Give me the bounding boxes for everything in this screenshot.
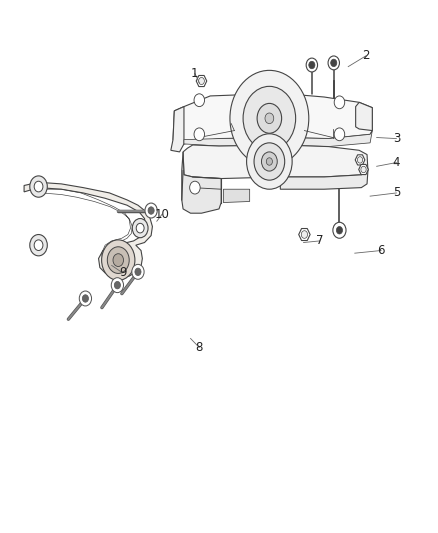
Circle shape: [247, 134, 292, 189]
Circle shape: [334, 96, 345, 109]
Polygon shape: [171, 107, 184, 152]
Circle shape: [265, 113, 274, 124]
Text: 6: 6: [377, 244, 385, 257]
Circle shape: [136, 223, 144, 233]
Polygon shape: [359, 164, 368, 175]
Circle shape: [230, 70, 309, 166]
Circle shape: [145, 203, 157, 218]
Circle shape: [254, 143, 285, 180]
Circle shape: [30, 176, 47, 197]
Circle shape: [30, 235, 47, 256]
Circle shape: [333, 222, 346, 238]
Polygon shape: [355, 155, 365, 165]
Circle shape: [331, 59, 337, 67]
Circle shape: [132, 219, 148, 238]
Polygon shape: [183, 145, 368, 179]
Circle shape: [190, 181, 200, 194]
Polygon shape: [356, 102, 372, 131]
Circle shape: [361, 166, 366, 173]
Text: 2: 2: [362, 50, 370, 62]
Circle shape: [257, 103, 282, 133]
Circle shape: [194, 128, 205, 141]
Text: 9: 9: [119, 266, 127, 279]
Circle shape: [334, 128, 345, 141]
Circle shape: [261, 152, 277, 171]
Circle shape: [82, 295, 88, 302]
Circle shape: [135, 268, 141, 276]
Circle shape: [306, 58, 318, 72]
Circle shape: [114, 281, 120, 289]
Circle shape: [309, 61, 315, 69]
Polygon shape: [299, 229, 310, 240]
Polygon shape: [173, 93, 372, 144]
Polygon shape: [223, 189, 250, 203]
Circle shape: [266, 158, 272, 165]
Circle shape: [132, 264, 144, 279]
Circle shape: [301, 231, 307, 238]
Circle shape: [34, 240, 43, 251]
Polygon shape: [24, 182, 152, 277]
Circle shape: [243, 86, 296, 150]
Text: 1: 1: [191, 67, 199, 80]
Circle shape: [198, 77, 205, 85]
Circle shape: [102, 240, 135, 280]
Circle shape: [79, 291, 92, 306]
Circle shape: [194, 94, 205, 107]
Circle shape: [113, 254, 124, 266]
Circle shape: [148, 207, 154, 214]
Text: 4: 4: [392, 156, 400, 169]
Text: 10: 10: [155, 208, 170, 221]
Circle shape: [34, 181, 43, 192]
Circle shape: [357, 157, 363, 163]
Circle shape: [336, 227, 343, 234]
Circle shape: [328, 56, 339, 70]
Text: 5: 5: [393, 187, 400, 199]
Circle shape: [107, 247, 129, 273]
Polygon shape: [196, 76, 207, 86]
Polygon shape: [184, 131, 372, 147]
Circle shape: [111, 278, 124, 293]
Text: 3: 3: [393, 132, 400, 145]
Text: 8: 8: [196, 341, 203, 354]
Text: 7: 7: [316, 235, 324, 247]
Polygon shape: [280, 171, 368, 189]
Polygon shape: [182, 152, 221, 213]
